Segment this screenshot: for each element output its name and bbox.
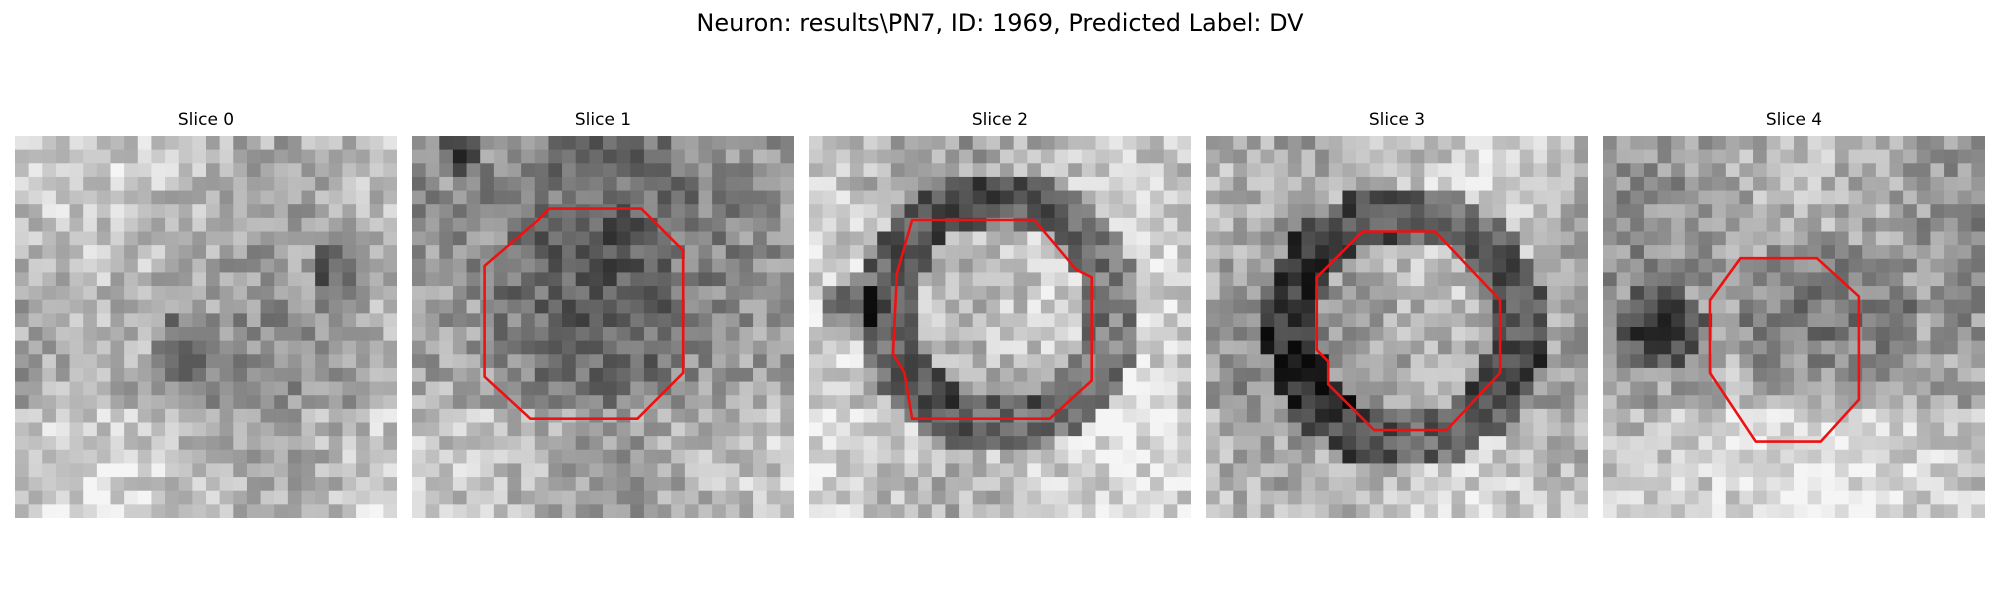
slice-pixels <box>1206 136 1588 518</box>
slice-panel-2: Slice 2 <box>809 108 1191 518</box>
neuron-contour <box>891 218 1094 421</box>
slice-image <box>809 136 1191 518</box>
slice-image <box>1206 136 1588 518</box>
figure-title: Neuron: results\PN7, ID: 1969, Predicted… <box>696 9 1304 37</box>
slice-image <box>15 136 397 518</box>
neuron-contour <box>1708 256 1861 443</box>
slice-panel-3: Slice 3 <box>1206 108 1588 518</box>
slice-image <box>412 136 794 518</box>
slice-pixels <box>809 136 1191 518</box>
slice-title: Slice 1 <box>574 110 632 130</box>
slice-panel-0: Slice 0 <box>15 108 397 518</box>
slice-panel-1: Slice 1 <box>412 108 794 518</box>
neuron-contour <box>1315 230 1502 432</box>
slice-title: Slice 0 <box>177 110 235 130</box>
slice-title: Slice 3 <box>1368 110 1426 130</box>
slice-image <box>1603 136 1985 518</box>
slice-title: Slice 4 <box>1765 110 1823 130</box>
slice-pixels <box>412 136 794 518</box>
slice-panel-4: Slice 4 <box>1603 108 1985 518</box>
neuron-contour <box>483 207 685 421</box>
slice-title: Slice 2 <box>971 110 1029 130</box>
slice-pixels <box>1603 136 1985 518</box>
slice-pixels <box>15 136 397 518</box>
